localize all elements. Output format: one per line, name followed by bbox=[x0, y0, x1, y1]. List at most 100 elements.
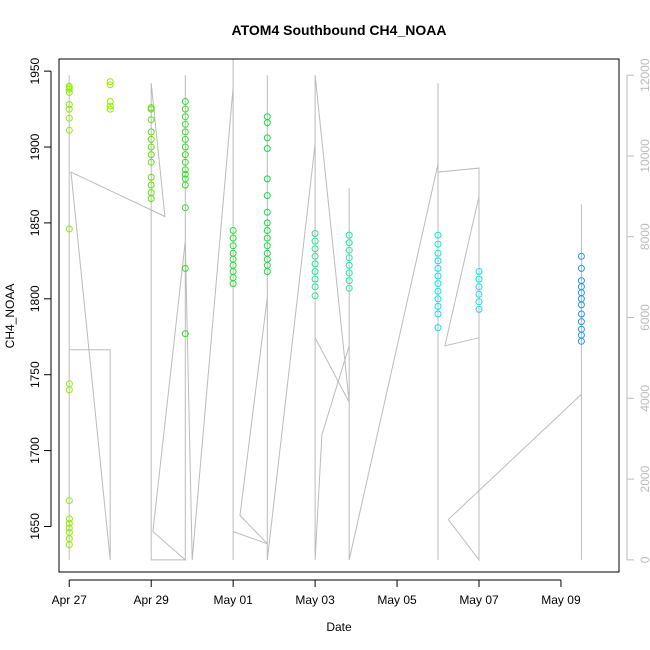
data-point bbox=[147, 195, 155, 203]
data-point bbox=[147, 116, 155, 124]
data-point bbox=[181, 120, 189, 128]
x-tick-label: Apr 27 bbox=[52, 593, 88, 607]
data-point bbox=[106, 98, 114, 105]
data-point bbox=[434, 231, 442, 239]
data-point bbox=[147, 143, 155, 151]
data-point bbox=[311, 252, 319, 260]
data-point bbox=[311, 230, 319, 237]
y-tick-label: 1800 bbox=[28, 285, 42, 312]
data-point bbox=[475, 268, 483, 275]
data-point bbox=[475, 298, 483, 306]
data-point bbox=[181, 105, 189, 113]
data-point bbox=[229, 242, 237, 250]
data-point bbox=[577, 301, 585, 309]
data-point bbox=[65, 101, 73, 108]
data-point bbox=[345, 269, 353, 277]
data-point bbox=[577, 264, 585, 272]
data-point bbox=[345, 261, 353, 269]
data-point bbox=[263, 145, 271, 152]
data-point bbox=[345, 254, 353, 262]
data-point bbox=[345, 277, 353, 285]
data-point bbox=[65, 515, 73, 523]
data-point bbox=[311, 237, 319, 245]
data-point bbox=[345, 231, 353, 239]
data-point bbox=[65, 126, 73, 134]
data-point bbox=[181, 98, 189, 105]
data-point bbox=[65, 84, 73, 92]
y2-tick-label: 0 bbox=[638, 556, 650, 563]
y2-tick-label: 6000 bbox=[638, 304, 650, 331]
data-point bbox=[345, 284, 353, 292]
x-tick-label: May 05 bbox=[377, 593, 417, 607]
chart-title: ATOM4 Southbound CH4_NOAA bbox=[232, 22, 447, 38]
y2-tick-label: 2000 bbox=[638, 465, 650, 492]
plot-frame bbox=[58, 58, 620, 573]
x-axis: Apr 27 Apr 29 May 01 May 03 May 05 May 07 May … bbox=[52, 579, 581, 607]
data-point bbox=[434, 257, 442, 265]
data-point bbox=[147, 173, 155, 181]
data-point bbox=[311, 245, 319, 253]
data-point bbox=[311, 275, 319, 283]
data-point bbox=[311, 268, 319, 275]
data-point bbox=[577, 310, 585, 318]
data-point bbox=[147, 158, 155, 166]
y-tick-label: 1950 bbox=[28, 57, 42, 84]
data-point bbox=[475, 305, 483, 313]
data-point bbox=[106, 81, 114, 89]
y-tick-label: 1850 bbox=[28, 209, 42, 236]
data-point bbox=[229, 280, 237, 288]
data-point bbox=[181, 113, 189, 121]
data-point bbox=[147, 181, 155, 189]
data-point bbox=[475, 283, 483, 291]
data-point bbox=[263, 134, 271, 142]
data-point bbox=[106, 102, 114, 110]
x-axis-label: Date bbox=[326, 620, 352, 634]
data-point bbox=[434, 249, 442, 257]
data-point bbox=[263, 242, 271, 250]
altitude-trace-layer bbox=[68, 59, 582, 562]
data-point bbox=[181, 135, 189, 143]
data-point bbox=[311, 260, 319, 268]
data-point bbox=[65, 225, 73, 233]
data-point bbox=[475, 290, 483, 298]
data-point bbox=[229, 234, 237, 242]
data-point bbox=[181, 264, 189, 272]
x-tick-label: May 01 bbox=[213, 593, 253, 607]
data-point bbox=[577, 337, 585, 345]
data-point bbox=[434, 240, 442, 248]
data-point bbox=[65, 105, 73, 113]
data-point bbox=[147, 135, 155, 143]
data-point bbox=[434, 287, 442, 295]
data-point bbox=[475, 275, 483, 283]
data-point bbox=[65, 114, 73, 122]
data-point bbox=[434, 295, 442, 303]
data-point bbox=[263, 208, 271, 216]
data-point bbox=[65, 541, 73, 549]
data-point bbox=[181, 143, 189, 151]
data-point bbox=[181, 204, 189, 212]
data-point bbox=[263, 234, 271, 242]
data-point bbox=[147, 105, 155, 113]
data-point bbox=[181, 158, 189, 166]
y2-tick-label: 12000 bbox=[638, 58, 650, 92]
x-tick-label: May 03 bbox=[295, 593, 335, 607]
y-tick-label: 1700 bbox=[28, 437, 42, 464]
y2-tick-label: 8000 bbox=[638, 223, 650, 250]
data-point bbox=[434, 302, 442, 310]
y-tick-label: 1900 bbox=[28, 133, 42, 160]
data-point bbox=[65, 519, 73, 527]
y2-tick-label: 4000 bbox=[638, 385, 650, 412]
data-points-layer bbox=[65, 78, 585, 549]
data-point bbox=[434, 264, 442, 272]
y-tick-label: 1650 bbox=[28, 513, 42, 540]
data-point bbox=[434, 310, 442, 318]
x-tick-label: Apr 29 bbox=[134, 593, 170, 607]
data-point bbox=[577, 252, 585, 260]
x-tick-label: May 09 bbox=[541, 593, 581, 607]
data-point bbox=[434, 324, 442, 332]
data-point bbox=[263, 268, 271, 275]
data-point bbox=[229, 227, 237, 234]
data-point bbox=[147, 151, 155, 159]
